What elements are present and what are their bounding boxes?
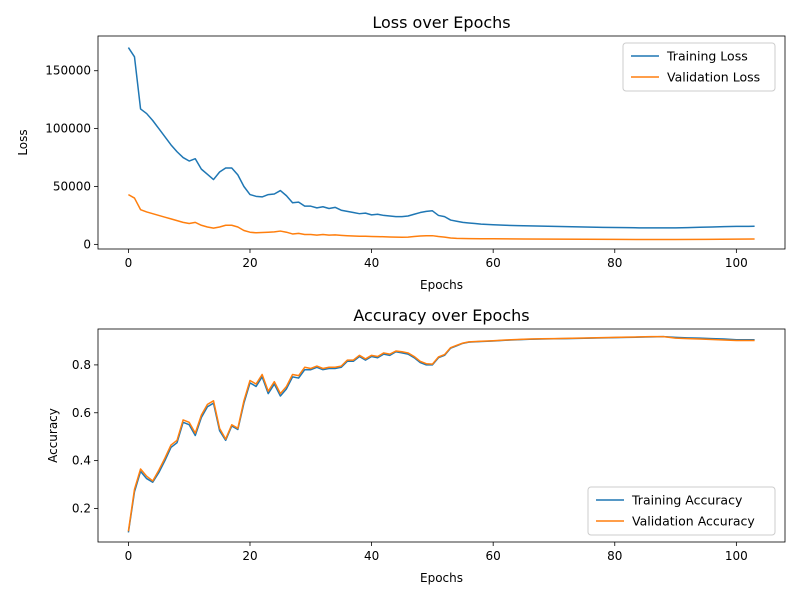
x-tick-label: 40 bbox=[364, 256, 379, 270]
legend-label: Training Loss bbox=[666, 49, 748, 64]
loss-panel: Loss over Epochs 0 20 40 60 80 100 0 50000 100000… bbox=[16, 13, 786, 292]
legend: Training Accuracy Validation Accuracy bbox=[587, 486, 776, 536]
legend-label: Training Accuracy bbox=[631, 493, 743, 508]
x-tick-label: 100 bbox=[725, 549, 748, 563]
series-line-training bbox=[127, 47, 755, 229]
x-tick-label: 0 bbox=[125, 256, 133, 270]
series-line-validation bbox=[127, 335, 755, 532]
chart-title: Accuracy over Epochs bbox=[353, 306, 529, 325]
legend-box bbox=[622, 42, 776, 92]
legend: Training Loss Validation Loss bbox=[622, 42, 776, 92]
y-axis-label: Accuracy bbox=[46, 408, 60, 463]
legend-label: Validation Accuracy bbox=[632, 514, 755, 529]
x-tick-label: 0 bbox=[125, 549, 133, 563]
x-tick-label: 20 bbox=[242, 256, 257, 270]
y-tick-label: 150000 bbox=[45, 64, 91, 78]
legend-box bbox=[587, 486, 776, 536]
y-tick-label: 0.6 bbox=[72, 406, 91, 420]
series-line-validation bbox=[128, 193, 755, 241]
y-tick-label: 0.8 bbox=[72, 358, 91, 372]
x-tick-label: 80 bbox=[607, 549, 622, 563]
chart-title: Loss over Epochs bbox=[372, 13, 510, 32]
x-axis-label: Epochs bbox=[420, 278, 463, 292]
x-tick-label: 20 bbox=[242, 549, 257, 563]
legend-label: Validation Loss bbox=[667, 70, 760, 85]
y-tick-label: 50000 bbox=[53, 179, 91, 193]
accuracy-panel: Accuracy over Epochs 0 20 40 60 80 100 0.2 0.4 0.… bbox=[46, 306, 786, 585]
x-axis-label: Epochs bbox=[420, 571, 463, 585]
x-tick-label: 100 bbox=[725, 256, 748, 270]
y-tick-label: 0.2 bbox=[72, 501, 91, 515]
axes-frame bbox=[97, 35, 786, 250]
x-tick-label: 60 bbox=[486, 549, 501, 563]
y-axis-label: Loss bbox=[16, 129, 30, 155]
x-tick-label: 60 bbox=[486, 256, 501, 270]
x-tick-label: 40 bbox=[364, 549, 379, 563]
y-tick-label: 100000 bbox=[45, 122, 91, 136]
axes-frame bbox=[97, 328, 786, 543]
x-tick-label: 80 bbox=[607, 256, 622, 270]
y-tick-label: 0.4 bbox=[72, 454, 91, 468]
y-tick-label: 0 bbox=[83, 237, 91, 251]
